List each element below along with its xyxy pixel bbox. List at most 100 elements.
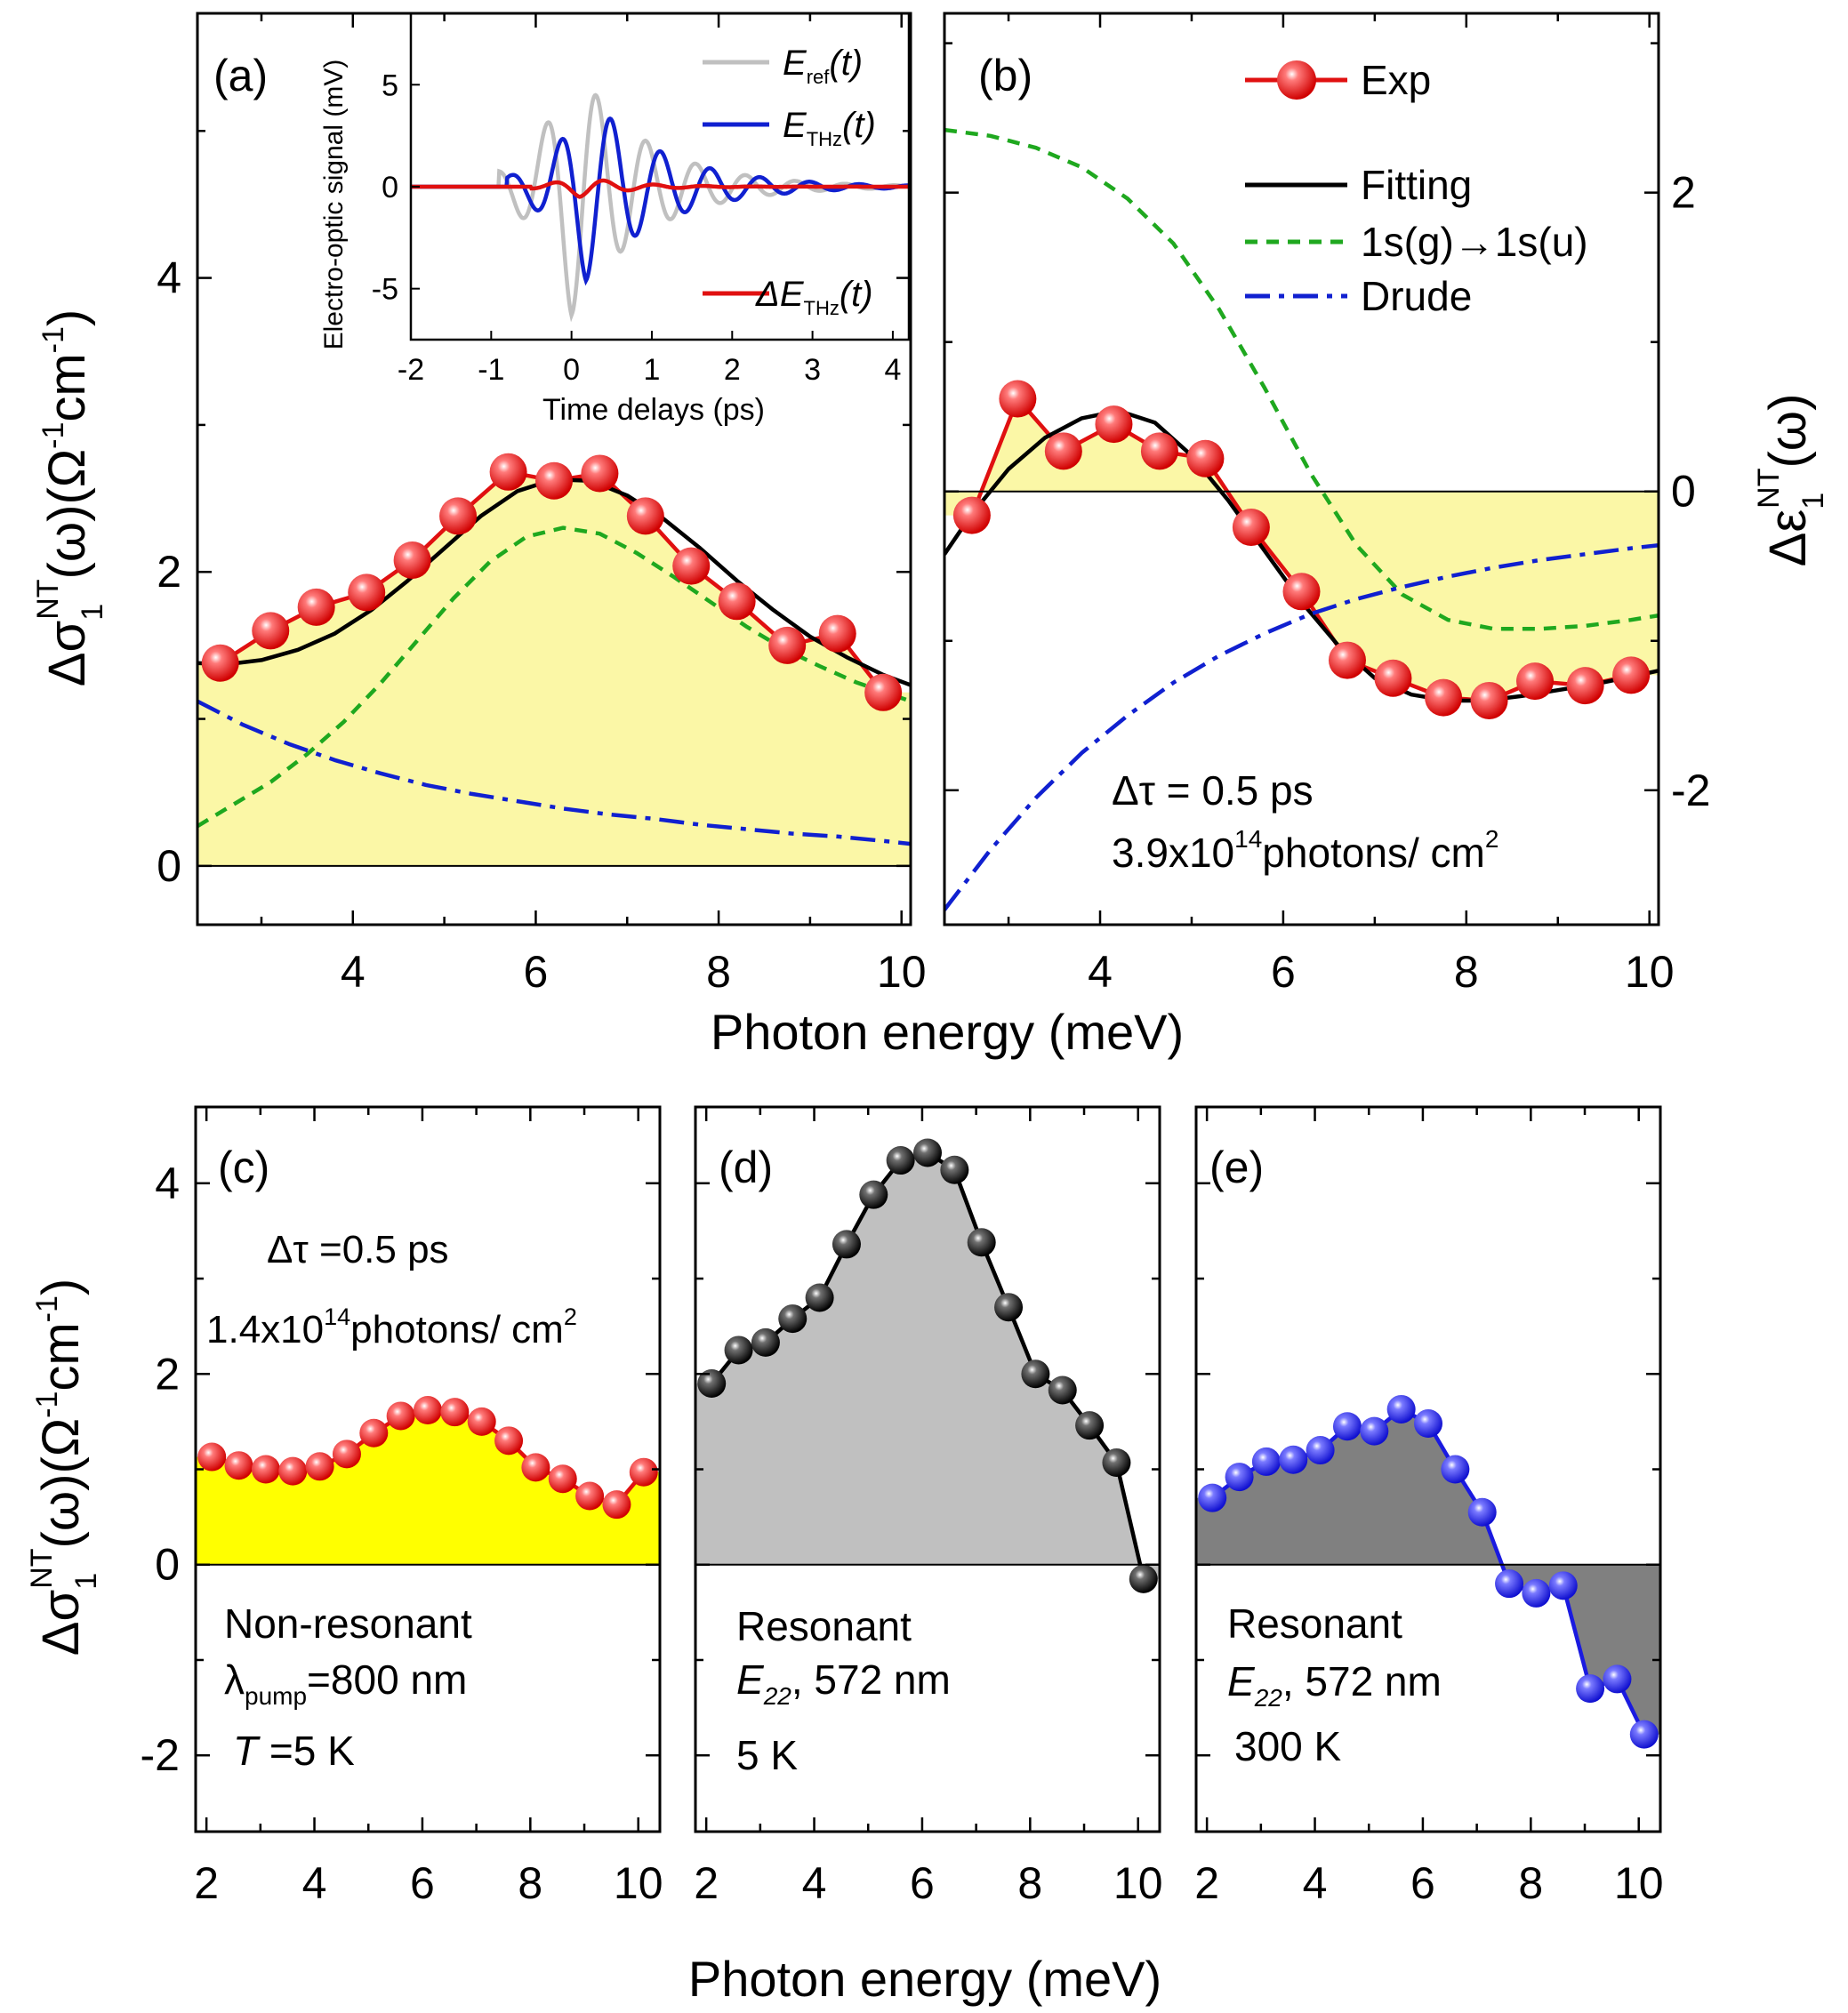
data-point	[581, 454, 619, 493]
x-tick-label: 10	[1625, 947, 1675, 997]
panel-b-label: (b)	[978, 51, 1032, 100]
data-point	[1232, 509, 1270, 547]
x-tick-label: 10	[614, 1858, 663, 1908]
top-xlabel: Photon energy (meV)	[711, 1004, 1184, 1060]
y-tick-label: -2	[141, 1730, 180, 1780]
data-point	[297, 588, 335, 626]
x-tick-label: 4	[1088, 947, 1113, 997]
y-tick-label-right: 2	[1671, 168, 1696, 218]
x-tick-label: 8	[518, 1858, 542, 1908]
inset-x-tick-label: 3	[804, 353, 821, 387]
x-tick-label: 4	[341, 947, 366, 997]
x-tick-label: 6	[1271, 947, 1296, 997]
inset-legend-label: ETHz(t)	[783, 106, 876, 150]
data-point	[1198, 1483, 1227, 1512]
data-point	[278, 1456, 308, 1486]
panel-a-inset: -2 -1 0 1 2 3 4 -5 0 5 Time delays (ps) Electro-o…	[319, 12, 911, 427]
data-point	[1282, 573, 1321, 611]
data-point	[751, 1327, 780, 1357]
data-point	[626, 497, 664, 535]
panel-e-axes: 2 4 6 8 10	[1194, 1107, 1664, 1908]
x-tick-label: 8	[1518, 1858, 1543, 1908]
x-tick-label: 2	[194, 1858, 219, 1908]
data-point	[1225, 1463, 1254, 1492]
panel-a: 4 6 8 10 0 2 4 (a) -2 -1 0 1 2 3 4 -5 0 5 Time delays (…	[157, 12, 927, 997]
data-point	[859, 1180, 888, 1209]
data-point	[1495, 1569, 1524, 1599]
series-line-drude	[944, 542, 1659, 911]
data-point	[864, 673, 903, 711]
x-tick-label: 6	[910, 1858, 935, 1908]
panel-c-delay-annotation: Δτ =0.5 ps	[267, 1228, 449, 1271]
inset-frame	[409, 12, 911, 341]
data-point	[440, 1398, 470, 1427]
x-tick-label: 8	[1454, 947, 1479, 997]
inset-x-tick-label: 2	[724, 353, 741, 387]
data-point	[393, 541, 431, 579]
data-point	[305, 1452, 334, 1481]
panel-e-markers	[1198, 1394, 1659, 1749]
data-point	[439, 497, 478, 535]
data-point	[1129, 1564, 1158, 1593]
area-fill	[695, 1152, 1160, 1579]
data-point	[1576, 1674, 1605, 1704]
x-tick-label: 6	[1410, 1858, 1435, 1908]
data-point	[201, 644, 239, 682]
panel-d-axes: 2 4 6 8 10	[694, 1107, 1163, 1908]
panel-b-fluence-annotation: 3.9x1014photons/ cm2	[1112, 825, 1498, 876]
data-point	[359, 1418, 389, 1448]
panel-e-label: (e)	[1209, 1143, 1264, 1192]
panel-d-markers	[697, 1138, 1158, 1593]
y-tick-label: 2	[157, 547, 181, 597]
data-point	[629, 1457, 658, 1487]
inset-y-tick-label: 0	[382, 171, 398, 205]
panel-d-fill	[695, 1152, 1160, 1579]
data-point	[252, 612, 290, 650]
data-point	[724, 1335, 753, 1365]
panel-e: 2 4 6 8 10 (e) Resonant E22, 572 nm 300 K	[1194, 1105, 1664, 1908]
x-tick-label: 8	[1017, 1858, 1042, 1908]
data-point	[952, 496, 991, 534]
panel-b-delay-annotation: Δτ = 0.5 ps	[1112, 767, 1314, 814]
data-point	[1470, 681, 1508, 719]
panel-a-fill	[197, 471, 911, 866]
area-fill	[196, 1410, 660, 1565]
panel-c-markers	[197, 1396, 658, 1520]
data-point	[886, 1146, 915, 1175]
bottom-ylabel-sigma: Δσ1NT(ω)(Ω-1cm-1)	[25, 1279, 103, 1656]
data-point	[994, 1293, 1024, 1322]
data-point	[332, 1440, 361, 1469]
data-point	[1425, 678, 1463, 717]
y-tick-label: 4	[157, 253, 181, 303]
data-point	[467, 1407, 496, 1436]
panel-c-axes: 2 4 6 8 10 -2 0 2 4	[141, 1107, 663, 1908]
inset-x-tick-label: 4	[884, 353, 901, 387]
panel-d-note-resonant: Resonant	[736, 1603, 912, 1649]
series-line-drude	[197, 699, 911, 846]
inset-x-tick-label: 1	[644, 353, 661, 387]
legend-label: Fitting	[1361, 162, 1472, 208]
y-tick-label: 0	[155, 1540, 180, 1590]
legend-label: 1s(g)→1s(u)	[1361, 219, 1588, 265]
legend-marker	[1277, 60, 1316, 100]
data-point	[778, 1304, 807, 1334]
data-point	[1386, 1394, 1416, 1424]
data-point	[414, 1396, 442, 1425]
top-ylabel-sigma: Δσ1NT(ω)(Ω-1cm-1)	[31, 309, 109, 687]
x-tick-label: 4	[802, 1858, 827, 1908]
panel-b-legend: Exp Fitting 1s(g)→1s(u) Drude	[1245, 57, 1588, 319]
legend-label: Exp	[1361, 57, 1431, 103]
data-point	[1441, 1455, 1470, 1484]
data-point	[521, 1453, 550, 1482]
data-point	[940, 1155, 969, 1184]
inset-x-tick-label: -1	[478, 353, 504, 387]
panel-b-axes: 4 6 8 10 -2 0 2	[944, 13, 1710, 997]
data-point	[197, 1442, 227, 1472]
data-point	[999, 380, 1037, 418]
panel-e-note-temperature: 300 K	[1234, 1723, 1342, 1769]
data-point	[1075, 1411, 1105, 1440]
data-point	[832, 1230, 861, 1259]
inset-axes: -2 -1 0 1 2 3 4 -5 0 5	[372, 68, 902, 387]
data-point	[224, 1451, 253, 1480]
data-point	[1251, 1447, 1281, 1476]
